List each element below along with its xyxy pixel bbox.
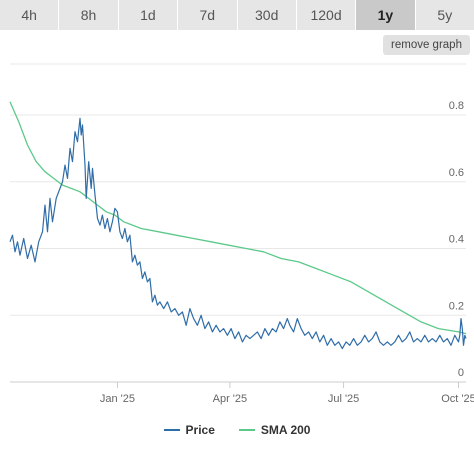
- y-tick-label: 0.4: [449, 234, 464, 246]
- range-tab-120d[interactable]: 120d: [296, 0, 356, 30]
- time-range-tabs: 4h 8h 1d 7d 30d 120d 1y 5y: [0, 0, 474, 30]
- legend-item-price[interactable]: Price: [163, 423, 215, 437]
- x-tick-label: Apr '25: [213, 393, 248, 405]
- y-tick-label: 0: [458, 367, 464, 379]
- legend-label: Price: [185, 423, 215, 437]
- legend-swatch: [163, 429, 180, 431]
- x-tick-label: Jan '25: [100, 393, 135, 405]
- legend-label: SMA 200: [260, 423, 311, 437]
- range-tab-1y[interactable]: 1y: [356, 0, 415, 30]
- range-tab-7d[interactable]: 7d: [178, 0, 237, 30]
- x-tick-label: Jul '25: [328, 393, 359, 405]
- y-tick-label: 0.8: [449, 100, 464, 112]
- price-line: [9, 117, 467, 350]
- x-tick-label: Oct '25: [441, 393, 474, 405]
- legend-item-sma-200[interactable]: SMA 200: [238, 423, 311, 437]
- range-tab-1d[interactable]: 1d: [118, 0, 178, 30]
- chart-legend: Price SMA 200: [0, 420, 474, 440]
- y-tick-label: 0.2: [449, 300, 464, 312]
- range-tab-30d[interactable]: 30d: [237, 0, 296, 30]
- range-tab-5y[interactable]: 5y: [415, 0, 474, 30]
- y-tick-label: 0.6: [449, 167, 464, 179]
- legend-swatch: [238, 429, 255, 431]
- sma-200-line: [9, 101, 467, 335]
- range-tab-8h[interactable]: 8h: [59, 0, 118, 30]
- range-tab-4h[interactable]: 4h: [0, 0, 59, 30]
- remove-graph-button[interactable]: remove graph: [383, 35, 470, 55]
